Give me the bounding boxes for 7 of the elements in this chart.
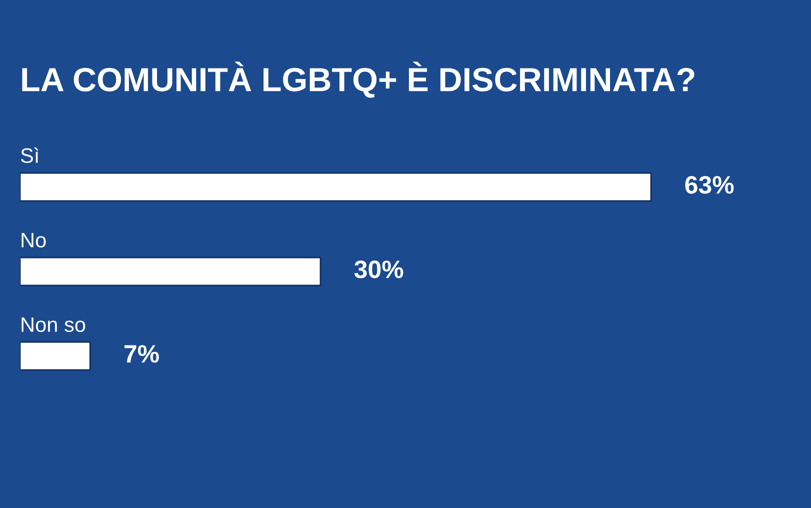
y-tick-label: Non so <box>22 317 86 332</box>
data-label: 63% <box>685 176 734 194</box>
data-label: 7% <box>124 345 159 363</box>
chart-title: LA COMUNITÀ LGBTQ+ È DISCRIMINATA? <box>22 62 694 98</box>
y-tick-label: No <box>22 232 46 248</box>
data-label: 30% <box>354 260 404 278</box>
y-tick-label: Sì <box>20 147 38 163</box>
